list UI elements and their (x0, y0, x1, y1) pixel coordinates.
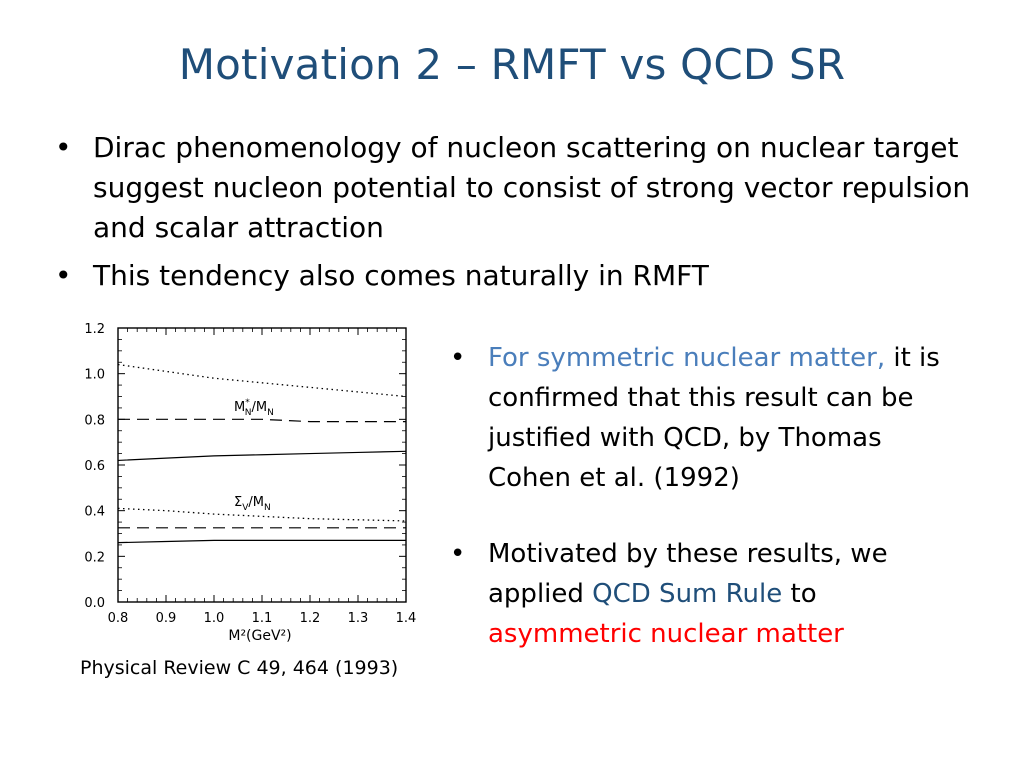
highlight-qcd-sum-rule: QCD Sum Rule (592, 579, 783, 609)
x-tick-label: 0.9 (156, 611, 177, 626)
bullet-item-dirac: • Dirac phenomenology of nucleon scatter… (55, 128, 975, 248)
y-tick-label: 0.0 (84, 596, 105, 611)
annotation-sigma-ratio: ΣV/MN (234, 495, 271, 513)
x-tick-label: 1.4 (396, 611, 417, 626)
bullet-marker: • (55, 131, 72, 164)
slide-title: Motivation 2 – RMFT vs QCD SR (178, 40, 846, 89)
x-tick-label: 0.8 (108, 611, 129, 626)
figure-caption: Physical Review C 49, 464 (1993) (80, 657, 399, 679)
series-line-solid-2 (117, 450, 407, 462)
plot-frame (117, 327, 407, 603)
y-tick-label: 1.0 (84, 368, 105, 383)
x-tick-label: 1.3 (348, 611, 369, 626)
bullet-marker: • (55, 259, 72, 292)
bullet-item-rmft: • This tendency also comes naturally in … (55, 256, 975, 296)
annotation-mn-ratio: M* N/MN (234, 398, 274, 418)
y-tick-label: 0.6 (84, 459, 105, 474)
series-line-solid-5 (117, 539, 406, 544)
top-bullet-list: • Dirac phenomenology of nucleon scatter… (55, 128, 975, 304)
x-tick-label: 1.2 (300, 611, 321, 626)
highlight-symmetric: For symmetric nuclear matter, (488, 343, 886, 373)
series-line-dotted-0 (117, 363, 407, 398)
bullet-marker: • (450, 343, 466, 373)
bullet-item-motivated: • Motivated by these results, we applied… (450, 534, 970, 654)
highlight-asymmetric: asymmetric nuclear matter (488, 619, 844, 649)
bullet-text: it is confirmed that this result can be … (488, 343, 940, 493)
y-tick-label: 0.2 (84, 550, 105, 565)
y-tick-label: 0.4 (84, 505, 105, 520)
bullet-text: Dirac phenomenology of nucleon scatterin… (93, 131, 971, 244)
x-axis-label: M²(GeV²) (228, 628, 291, 644)
x-tick-label: 1.0 (204, 611, 225, 626)
bullet-text: This tendency also comes naturally in RM… (93, 259, 709, 292)
y-tick-label: 1.2 (84, 322, 105, 337)
series-line-dotted-3 (117, 507, 407, 522)
bullet-marker: • (450, 539, 466, 569)
bullet-text: Motivated by these results, we applied (488, 539, 888, 609)
right-bullet-list: • For symmetric nuclear matter, it is co… (450, 338, 970, 654)
bullet-text: to (782, 579, 817, 609)
bullet-item-symmetric: • For symmetric nuclear matter, it is co… (450, 338, 970, 498)
series-line-dashed-1 (118, 418, 406, 423)
x-tick-label: 1.1 (252, 611, 273, 626)
y-tick-label: 0.8 (84, 413, 105, 428)
chart: 0.8 0.9 1.0 1.1 1.2 1.3 1.4 0.0 0.2 0.4 0.6 0.8 1.0 1… (84, 322, 417, 644)
